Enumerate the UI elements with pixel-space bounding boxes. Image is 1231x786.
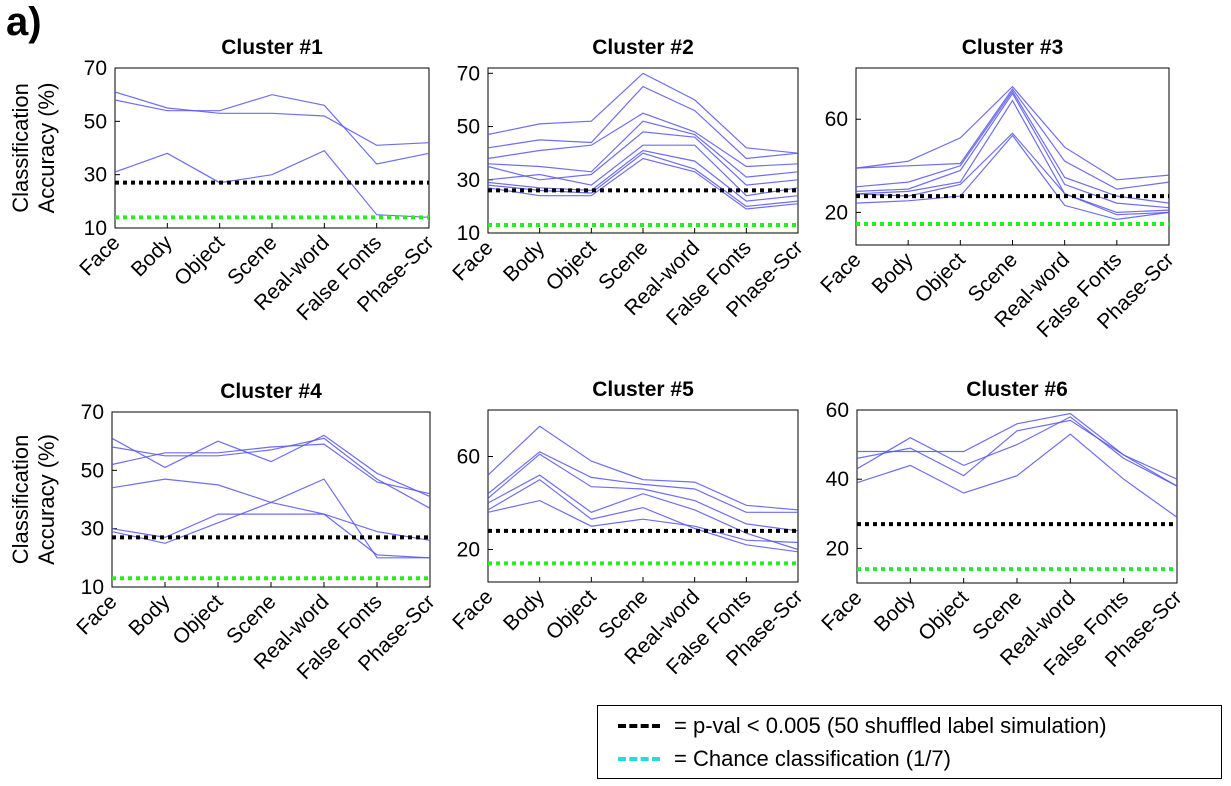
plot-area-frame bbox=[487, 409, 799, 583]
y-tick-label: 10 bbox=[457, 222, 480, 245]
y-axis-label: ClassificationAccuracy (%) bbox=[8, 83, 59, 214]
series-line bbox=[487, 120, 799, 178]
legend-swatch-cyan bbox=[618, 757, 660, 761]
y-tick-label: 70 bbox=[457, 62, 480, 85]
series-line bbox=[111, 434, 431, 498]
plot-area-frame bbox=[111, 411, 431, 588]
series-line bbox=[114, 94, 430, 165]
x-tick-label: Face bbox=[448, 236, 497, 285]
series-line bbox=[487, 157, 799, 210]
y-tick-label: 10 bbox=[84, 217, 107, 240]
legend: = p-val < 0.005 (50 shuffled label simul… bbox=[597, 705, 1222, 779]
series-line bbox=[111, 513, 431, 559]
series-line bbox=[487, 131, 799, 186]
x-tick-label: Object bbox=[542, 236, 601, 295]
series-line bbox=[855, 132, 1170, 216]
y-tick-label: 20 bbox=[825, 201, 848, 224]
chart-title: Cluster #4 bbox=[220, 380, 322, 403]
y-tick-label: 60 bbox=[457, 445, 480, 468]
x-tick-label: Face bbox=[75, 231, 124, 280]
panel-label: a) bbox=[6, 0, 42, 44]
x-tick-label: Object bbox=[168, 590, 227, 649]
series-line bbox=[856, 433, 1178, 518]
series-line bbox=[855, 99, 1170, 214]
series-line bbox=[857, 412, 1178, 480]
x-tick-label: Object bbox=[911, 248, 970, 307]
chart-title: Cluster #6 bbox=[966, 378, 1068, 401]
series-line bbox=[111, 443, 431, 495]
y-tick-label: 30 bbox=[81, 518, 104, 541]
series-line bbox=[487, 453, 799, 532]
x-tick-label: Face bbox=[816, 248, 865, 297]
series-line bbox=[487, 499, 799, 544]
chart-title: Cluster #2 bbox=[592, 36, 694, 59]
legend-item-chance: = Chance classification (1/7) bbox=[618, 744, 951, 774]
series-line bbox=[487, 425, 799, 511]
series-line bbox=[487, 112, 799, 168]
chart-title: Cluster #3 bbox=[962, 36, 1064, 59]
plot-area-frame bbox=[856, 409, 1178, 584]
x-tick-label: Object bbox=[542, 585, 601, 644]
x-tick-label: Body bbox=[124, 590, 174, 640]
series-line bbox=[487, 72, 799, 154]
series-line bbox=[487, 144, 799, 197]
series-line bbox=[487, 149, 799, 202]
y-tick-label: 60 bbox=[825, 108, 848, 131]
y-tick-label: 50 bbox=[81, 459, 104, 482]
x-tick-label: Face bbox=[72, 590, 121, 639]
legend-label: = p-val < 0.005 (50 shuffled label simul… bbox=[674, 713, 1107, 738]
series-line bbox=[111, 478, 431, 541]
legend-swatch-black bbox=[618, 724, 660, 728]
series-line bbox=[114, 91, 430, 146]
series-line bbox=[856, 416, 1178, 487]
x-tick-label: Object bbox=[914, 586, 973, 645]
y-tick-label: 20 bbox=[457, 538, 480, 561]
y-tick-label: 60 bbox=[826, 399, 849, 422]
series-line bbox=[487, 451, 798, 513]
series-line bbox=[111, 437, 431, 509]
series-line bbox=[114, 149, 430, 218]
series-line bbox=[487, 85, 799, 160]
chart-title: Cluster #5 bbox=[592, 378, 694, 401]
series-line bbox=[855, 90, 1170, 204]
y-tick-label: 30 bbox=[457, 169, 480, 192]
series-line bbox=[856, 419, 1178, 487]
series-line bbox=[487, 474, 799, 551]
y-tick-label: 10 bbox=[81, 576, 104, 599]
x-tick-label: Body bbox=[870, 586, 920, 636]
series-line bbox=[487, 152, 799, 208]
series-line bbox=[855, 134, 1170, 221]
y-tick-label: 30 bbox=[84, 164, 107, 187]
y-tick-label: 70 bbox=[84, 57, 107, 80]
chart-title: Cluster #1 bbox=[221, 36, 323, 59]
legend-item-pval: = p-val < 0.005 (50 shuffled label simul… bbox=[618, 711, 1107, 741]
y-tick-label: 50 bbox=[457, 116, 480, 139]
x-tick-label: Face bbox=[817, 586, 866, 635]
y-tick-label: 40 bbox=[826, 468, 849, 491]
series-line bbox=[487, 478, 799, 553]
x-tick-label: Object bbox=[170, 231, 229, 290]
legend-label: = Chance classification (1/7) bbox=[674, 746, 951, 771]
series-line bbox=[111, 478, 430, 559]
series-line bbox=[855, 85, 1170, 181]
y-tick-label: 50 bbox=[84, 110, 107, 133]
y-tick-label: 20 bbox=[826, 537, 849, 560]
x-tick-label: Face bbox=[448, 585, 497, 634]
y-tick-label: 70 bbox=[81, 401, 104, 424]
series-line bbox=[855, 92, 1170, 209]
plot-area-frame bbox=[114, 67, 430, 229]
series-line bbox=[855, 87, 1170, 190]
y-axis-label: ClassificationAccuracy (%) bbox=[8, 434, 59, 565]
